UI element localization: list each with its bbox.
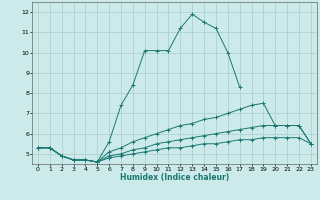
X-axis label: Humidex (Indice chaleur): Humidex (Indice chaleur) — [120, 173, 229, 182]
